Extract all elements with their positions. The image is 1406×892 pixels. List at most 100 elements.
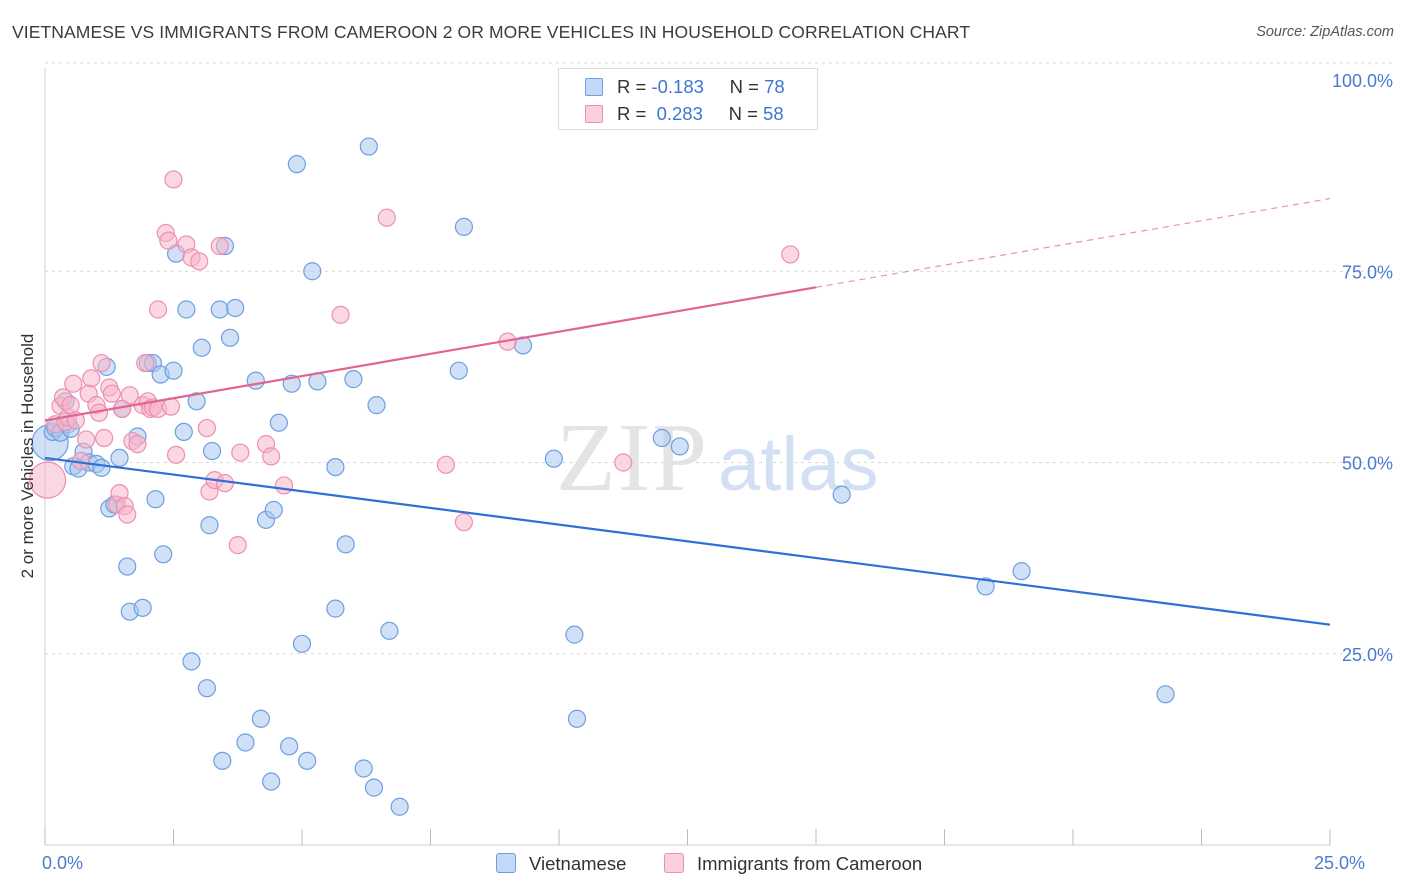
point-vietnamese bbox=[670, 437, 689, 456]
watermark-atlas: atlas bbox=[718, 422, 879, 507]
point-vietnamese bbox=[202, 441, 222, 461]
point-cameroon bbox=[92, 353, 111, 373]
point-vietnamese bbox=[359, 137, 378, 156]
point-vietnamese bbox=[174, 422, 193, 441]
point-vietnamese bbox=[146, 490, 165, 509]
point-cameroon bbox=[64, 374, 83, 393]
point-cameroon bbox=[231, 443, 250, 462]
source-label: Source: ZipAtlas.com bbox=[1256, 24, 1394, 40]
point-vietnamese bbox=[354, 759, 373, 778]
point-cameroon bbox=[454, 513, 474, 532]
point-vietnamese bbox=[364, 778, 384, 797]
point-vietnamese bbox=[262, 772, 281, 791]
point-cameroon bbox=[118, 505, 137, 524]
point-vietnamese bbox=[976, 577, 995, 596]
point-cameroon bbox=[228, 536, 247, 555]
point-vietnamese bbox=[544, 449, 563, 468]
point-vietnamese bbox=[390, 797, 409, 816]
point-vietnamese bbox=[454, 217, 474, 236]
point-cameroon bbox=[136, 353, 155, 373]
point-vietnamese bbox=[164, 361, 183, 380]
point-vietnamese bbox=[832, 485, 851, 504]
point-vietnamese bbox=[567, 709, 587, 728]
point-vietnamese bbox=[92, 458, 111, 477]
point-cameroon bbox=[262, 447, 281, 466]
r-value-cameroon: 0.283 bbox=[656, 103, 703, 124]
point-vietnamese bbox=[110, 448, 129, 468]
legend-label-cameroon: Immigrants from Cameroon bbox=[697, 853, 923, 874]
point-cameroon bbox=[274, 476, 294, 495]
point-vietnamese bbox=[344, 370, 363, 389]
point-cameroon bbox=[377, 208, 396, 227]
point-vietnamese bbox=[251, 709, 270, 728]
point-vietnamese bbox=[220, 328, 240, 347]
legend-swatch-blue bbox=[585, 78, 603, 96]
tick-labels: 25.0% 50.0% 75.0% 100.0% 0.0% 25.0% bbox=[42, 71, 1393, 873]
point-vietnamese bbox=[118, 557, 137, 576]
point-vietnamese bbox=[449, 361, 468, 380]
chart-title: VIETNAMESE VS IMMIGRANTS FROM CAMEROON 2… bbox=[12, 22, 971, 42]
r-label: R = bbox=[617, 76, 647, 97]
point-cameroon bbox=[781, 245, 800, 264]
point-vietnamese bbox=[326, 599, 345, 618]
y-axis-title: 2 or more Vehicles in Household bbox=[18, 334, 37, 579]
point-vietnamese bbox=[280, 737, 299, 756]
point-cameroon bbox=[215, 474, 234, 493]
point-cameroon bbox=[190, 252, 209, 271]
n-value-vietnamese: 78 bbox=[764, 76, 785, 97]
point-vietnamese bbox=[1012, 562, 1031, 581]
point-vietnamese bbox=[298, 751, 317, 770]
y-tick-label: 75.0% bbox=[1342, 262, 1393, 282]
point-vietnamese bbox=[367, 396, 386, 415]
legend-swatch-pink bbox=[664, 853, 684, 873]
point-cameroon bbox=[82, 369, 101, 388]
x-tick-label: 25.0% bbox=[1314, 853, 1365, 873]
y-tick-label: 50.0% bbox=[1342, 454, 1393, 474]
point-vietnamese bbox=[213, 751, 232, 770]
point-vietnamese bbox=[303, 262, 322, 281]
point-cameroon bbox=[164, 170, 183, 189]
point-cameroon bbox=[614, 453, 633, 472]
grid-lines bbox=[45, 62, 1393, 655]
point-vietnamese bbox=[326, 457, 345, 477]
stats-legend: R = -0.183 N = 78 R = 0.283 N = 58 bbox=[558, 68, 818, 130]
trend-lines bbox=[44, 197, 1331, 626]
point-cameroon bbox=[210, 236, 229, 256]
point-cameroon bbox=[436, 455, 456, 474]
point-cameroon bbox=[95, 428, 114, 448]
point-vietnamese bbox=[154, 545, 173, 564]
point-vietnamese bbox=[246, 371, 265, 390]
point-vietnamese bbox=[177, 300, 196, 319]
point-cameroon bbox=[77, 430, 96, 449]
point-cameroon bbox=[166, 445, 186, 464]
legend-swatch-blue bbox=[496, 853, 516, 873]
point-vietnamese bbox=[197, 679, 217, 698]
point-vietnamese bbox=[200, 516, 219, 535]
series-legend: Vietnamese Immigrants from Cameroon bbox=[0, 852, 1406, 878]
point-cameroon bbox=[159, 231, 178, 250]
point-vietnamese bbox=[287, 155, 306, 174]
point-vietnamese bbox=[133, 598, 152, 617]
n-value-cameroon: 58 bbox=[763, 103, 784, 124]
point-cameroon bbox=[120, 386, 139, 405]
trend-line-cameroon bbox=[44, 286, 817, 422]
point-vietnamese bbox=[264, 500, 283, 520]
watermark: ZIP atlas bbox=[556, 404, 879, 512]
n-label: N = bbox=[728, 103, 758, 124]
n-label: N = bbox=[729, 76, 759, 97]
point-vietnamese bbox=[380, 621, 399, 640]
point-vietnamese bbox=[1156, 685, 1175, 704]
r-label: R = bbox=[617, 103, 647, 124]
point-vietnamese bbox=[336, 535, 355, 554]
point-cameroon bbox=[331, 305, 350, 324]
point-vietnamese bbox=[652, 428, 671, 448]
y-tick-label: 100.0% bbox=[1332, 71, 1393, 91]
point-cameroon bbox=[148, 300, 168, 319]
point-vietnamese bbox=[565, 625, 584, 644]
r-value-vietnamese: -0.183 bbox=[651, 76, 704, 97]
point-vietnamese bbox=[210, 300, 229, 319]
point-cameroon bbox=[28, 461, 67, 499]
trend-line-cameroon-extension bbox=[815, 197, 1331, 288]
point-cameroon bbox=[128, 435, 147, 454]
